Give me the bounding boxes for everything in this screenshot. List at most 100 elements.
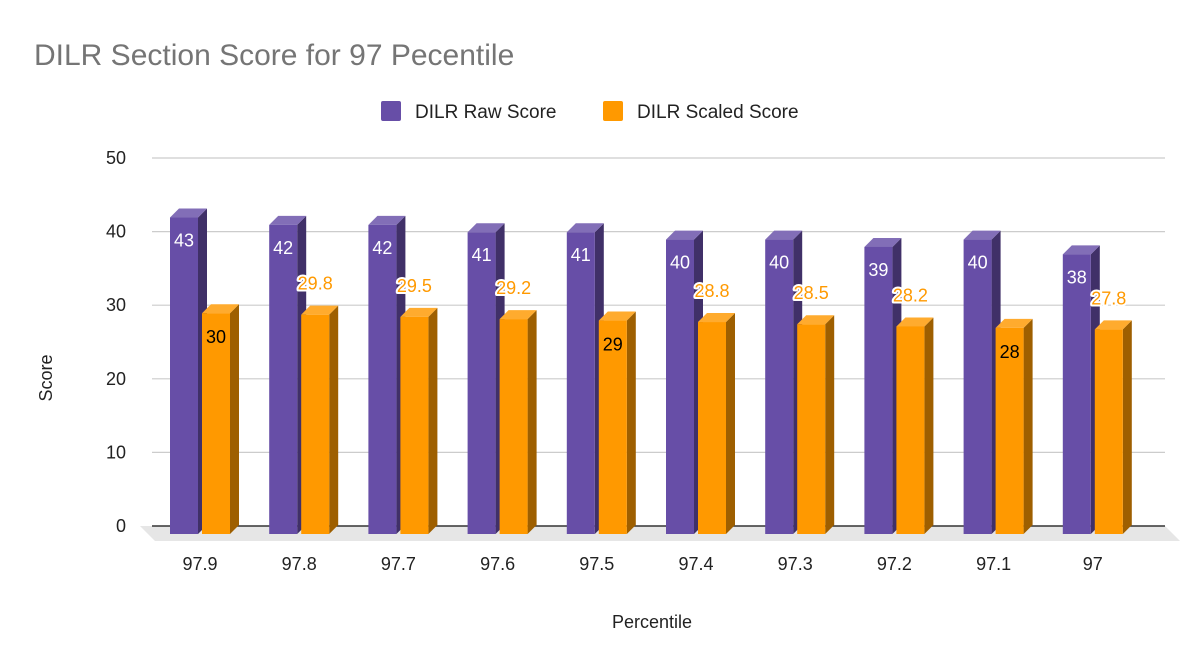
bar-front [765, 239, 794, 534]
bar-scaled-score: 29 [598, 311, 636, 534]
bar-top [896, 317, 934, 327]
bar-scaled-score: 29.8 [296, 272, 339, 534]
bar-front [1094, 329, 1123, 534]
data-label-scaled: 29.5 [397, 276, 432, 296]
bar-front [995, 327, 1024, 534]
x-tick-label: 97.8 [282, 554, 317, 574]
bar-front [963, 239, 992, 534]
bar-front [368, 224, 397, 534]
x-tick-label: 97.5 [579, 554, 614, 574]
bar-front [202, 313, 230, 534]
bar-front [566, 232, 595, 535]
bar-raw-score: 39 [864, 237, 902, 534]
data-label-raw: 40 [769, 253, 789, 273]
bar-top [368, 215, 406, 225]
y-axis-label: Score [36, 354, 56, 401]
bar-front [269, 224, 298, 534]
data-label-scaled: 29.8 [298, 274, 333, 294]
bar-top [797, 315, 835, 325]
bar-front [170, 217, 198, 534]
bar-raw-score: 43 [170, 208, 207, 534]
bar-front [698, 322, 726, 534]
bar-raw-score: 38 [1062, 245, 1100, 534]
bar-top [566, 223, 604, 233]
bar-top [499, 310, 537, 320]
bar-raw-score: 40 [666, 230, 703, 534]
x-tick-label: 97.4 [678, 554, 713, 574]
bar-top [666, 230, 703, 240]
bar-side [329, 305, 339, 534]
legend-swatch-scaled [603, 101, 623, 121]
bar-top [170, 208, 207, 218]
x-axis-label: Percentile [612, 612, 692, 632]
bar-front [467, 232, 496, 535]
bar-front [400, 316, 429, 534]
bar-side [924, 317, 934, 534]
data-label-raw: 43 [174, 231, 194, 251]
y-tick-label: 30 [106, 295, 126, 315]
bar-raw-score: 40 [963, 230, 1001, 534]
data-label-raw: 40 [670, 253, 690, 273]
data-label-scaled: 29 [603, 335, 623, 355]
x-tick-label: 97 [1083, 554, 1103, 574]
data-label-scaled: 28.8 [694, 281, 729, 301]
data-label-scaled: 28 [1000, 342, 1020, 362]
data-label-scaled: 30 [206, 327, 226, 347]
data-label-raw: 40 [968, 253, 988, 273]
chart-title: DILR Section Score for 97 Pecentile [34, 39, 514, 72]
bar-front [301, 314, 330, 534]
bar-raw-score: 42 [269, 215, 307, 534]
bar-top [467, 223, 505, 233]
y-tick-label: 0 [116, 516, 126, 536]
data-label-raw: 38 [1067, 267, 1087, 287]
bar-top [301, 305, 339, 315]
bar-scaled-score: 28.2 [891, 283, 934, 534]
bar-raw-score: 40 [765, 230, 803, 534]
bar-top [598, 311, 636, 321]
bars: 43304229.84229.54129.241294028.84028.539… [170, 208, 1132, 535]
bar-side [1023, 318, 1033, 534]
bar-side [825, 315, 835, 534]
bar-raw-score: 41 [566, 223, 604, 535]
bar-scaled-score: 28.8 [692, 279, 735, 534]
bar-side [726, 313, 735, 534]
legend-label-raw: DILR Raw Score [415, 102, 557, 123]
bar-scaled-score: 29.2 [494, 276, 537, 534]
data-label-scaled: 27.8 [1091, 288, 1126, 308]
bar-front [598, 320, 627, 534]
bar-top [1094, 320, 1132, 330]
legend: DILR Raw Score DILR Scaled Score [381, 101, 799, 123]
data-label-raw: 39 [868, 260, 888, 280]
bar-side [230, 304, 239, 534]
bar-front [499, 319, 528, 534]
bar-top [765, 230, 803, 240]
bar-top [400, 307, 438, 317]
bar-top [202, 304, 239, 314]
data-label-scaled: 29.2 [496, 278, 531, 298]
bar-front [864, 246, 893, 534]
y-tick-label: 40 [106, 222, 126, 242]
x-tick-label: 97.7 [381, 554, 416, 574]
bar-raw-score: 42 [368, 215, 406, 534]
x-tick-label: 97.1 [976, 554, 1011, 574]
x-tick-label: 97.2 [877, 554, 912, 574]
data-label-raw: 41 [571, 245, 591, 265]
bar-top [1062, 245, 1100, 255]
bar-top [995, 318, 1033, 328]
bar-top [269, 215, 307, 225]
bar-front [896, 326, 925, 534]
y-tick-label: 10 [106, 442, 126, 462]
data-label-scaled: 28.2 [893, 285, 928, 305]
bar-side [527, 310, 537, 534]
bar-scaled-score: 30 [202, 304, 239, 534]
data-label-raw: 41 [472, 245, 492, 265]
data-label-raw: 42 [273, 238, 293, 258]
bar-front [1062, 254, 1091, 534]
legend-swatch-raw [381, 101, 401, 121]
data-label-scaled: 28.5 [794, 283, 829, 303]
bar-top [864, 237, 902, 247]
bar-side [626, 311, 636, 534]
bar-side [1122, 320, 1132, 534]
bar-top [698, 313, 735, 323]
